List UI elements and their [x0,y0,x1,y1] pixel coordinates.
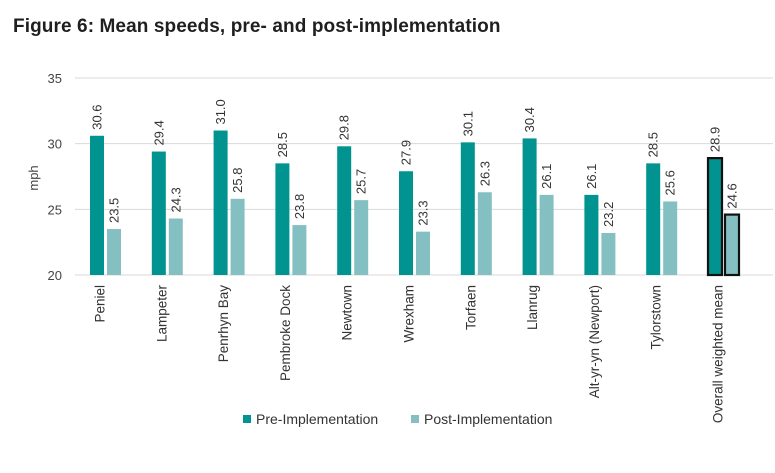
data-labels: 30.6 23.5 29.4 24.3 31.0 25.8 28.5 23.8 29.8 25.7… [90,99,740,227]
data-label-pre: 28.5 [646,132,661,157]
data-label-pre: 29.8 [337,115,352,140]
bars [90,130,741,277]
category-label: Lampeter [154,285,169,343]
data-label-pre: 26.1 [584,164,599,189]
data-label-post: 25.6 [663,170,678,195]
legend-label-pre: Pre-Implementation [256,411,378,427]
bar-pre [706,157,724,277]
bar-pre [646,163,661,275]
bar-post [477,192,492,275]
category-label: Llanrug [525,285,540,330]
data-label-pre: 28.9 [708,127,723,152]
bar-post [354,200,369,275]
data-label-post: 23.5 [107,198,122,223]
data-label-pre: 27.9 [399,140,414,165]
y-axis-label: mph [26,165,41,190]
legend: Pre-Implementation Post-Implementation [243,411,552,427]
y-axis-ticks: 20 25 30 35 [48,71,62,283]
bar-post [292,225,307,275]
category-label: Pembroke Dock [278,285,293,381]
legend-swatch-pre [243,415,251,423]
bar-post [168,218,183,275]
category-labels: Peniel Lampeter Penrhyn Bay Pembroke Dock Ne… [93,285,726,424]
category-label: Newtown [340,285,355,341]
y-tick-label: 30 [48,137,62,152]
data-label-pre: 30.4 [522,107,537,132]
data-label-pre: 29.4 [151,120,166,145]
data-label-post: 23.3 [416,200,431,225]
category-label: Alt-yr-yn (Newport) [587,285,602,398]
bar-post [230,198,245,275]
data-label-pre: 30.1 [460,111,475,136]
data-label-pre: 31.0 [213,99,228,124]
bar-post [416,231,430,275]
category-label: Penrhyn Bay [216,285,231,363]
y-tick-label: 35 [48,71,62,86]
data-label-pre: 28.5 [275,132,290,157]
bar-pre [584,194,599,275]
data-label-post: 24.3 [168,187,183,212]
bar-pre [151,151,166,275]
data-label-post: 25.7 [354,169,369,194]
category-label: Tylorstown [649,285,664,350]
bar-post [107,229,121,275]
bar-post [601,232,616,275]
category-label: Overall weighted mean [711,285,726,423]
data-label-post: 25.8 [230,168,245,193]
data-label-post: 26.1 [539,164,554,189]
legend-swatch-post [411,415,419,423]
y-tick-label: 25 [48,202,62,217]
bar-pre [213,130,228,275]
bar-pre [460,142,475,275]
data-label-pre: 30.6 [90,104,105,129]
bar-post [663,201,678,275]
bar-pre [90,135,104,275]
bar-pre [522,138,537,275]
bar-pre [275,163,290,275]
category-label: Torfaen [463,285,478,330]
figure-title: Figure 6: Mean speeds, pre- and post-imp… [13,16,501,37]
y-tick-label: 20 [48,268,62,283]
bar-post [723,213,741,277]
data-label-post: 23.2 [601,202,616,227]
legend-label-post: Post-Implementation [424,411,552,427]
bar-pre [399,171,413,275]
data-label-post: 26.3 [477,161,492,186]
category-label: Peniel [93,285,108,323]
bar-post [539,194,554,275]
data-label-post: 23.8 [292,194,307,219]
category-label: Wrexham [402,285,417,343]
data-label-post: 24.6 [725,183,740,208]
bar-pre [337,146,352,275]
